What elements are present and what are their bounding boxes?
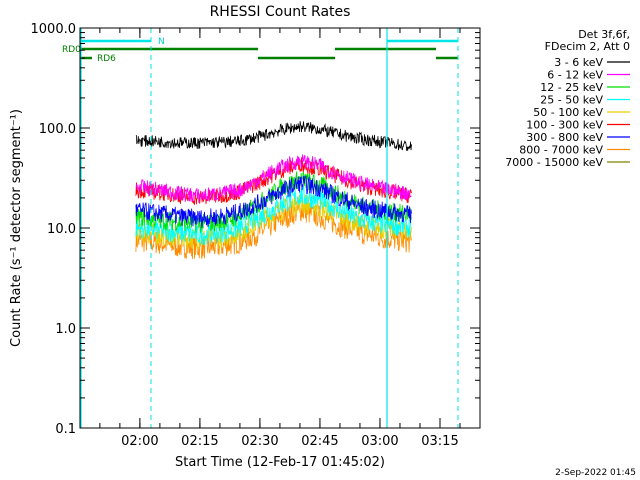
x-tick-label: 03:15 xyxy=(421,434,458,449)
series-layer xyxy=(135,121,412,260)
series-line-1 xyxy=(135,121,412,151)
series-line-2 xyxy=(135,154,412,203)
x-tick-label: 02:30 xyxy=(241,434,278,449)
footer-date: 2-Sep-2022 01:45 xyxy=(555,468,636,478)
x-tick-label: 02:45 xyxy=(301,434,338,449)
axes: 0.1 1.0 10.0 100.0 1000.0 02:00 02:15 02:30 02:4… xyxy=(31,22,481,449)
legend-label: 12 - 25 keV xyxy=(540,81,603,94)
y-tick-label: 1000.0 xyxy=(31,22,77,37)
legend-label: 300 - 800 keV xyxy=(526,131,603,144)
y-tick-label: 100.0 xyxy=(39,122,76,137)
legend-label: 6 - 12 keV xyxy=(547,69,603,82)
legend-label: 25 - 50 keV xyxy=(540,94,603,107)
legend-label: 100 - 300 keV xyxy=(526,119,603,132)
x-tick-label: 02:15 xyxy=(181,434,218,449)
series-line-7 xyxy=(135,175,412,229)
legend-header-line: Det 3f,6f, xyxy=(578,28,630,41)
legend-label: 800 - 7000 keV xyxy=(519,144,603,157)
chart-title: RHESSI Count Rates xyxy=(210,4,351,20)
legend-header-line: FDecim 2, Att 0 xyxy=(545,40,630,53)
annotation-rd6: RD6 xyxy=(97,54,116,64)
annotation-rd0: RD0 xyxy=(62,45,81,55)
y-tick-label: 0.1 xyxy=(55,422,76,437)
y-axis-label: Count Rate (s⁻¹ detector segment⁻¹) xyxy=(9,109,24,347)
legend-label: 3 - 6 keV xyxy=(554,56,603,69)
attenuator-flags: RD0 RD6 N xyxy=(62,37,458,64)
x-axis-label: Start Time (12-Feb-17 01:45:02) xyxy=(175,455,385,470)
x-tick-label: 02:00 xyxy=(121,434,158,449)
series-line-4 xyxy=(135,186,412,245)
x-tick-label: 03:00 xyxy=(361,434,398,449)
annotation-n: N xyxy=(158,37,165,47)
legend-label: 7000 - 15000 keV xyxy=(505,156,603,169)
y-tick-label: 1.0 xyxy=(55,322,76,337)
y-tick-label: 10.0 xyxy=(47,222,76,237)
legend-label: 50 - 100 keV xyxy=(533,106,603,119)
